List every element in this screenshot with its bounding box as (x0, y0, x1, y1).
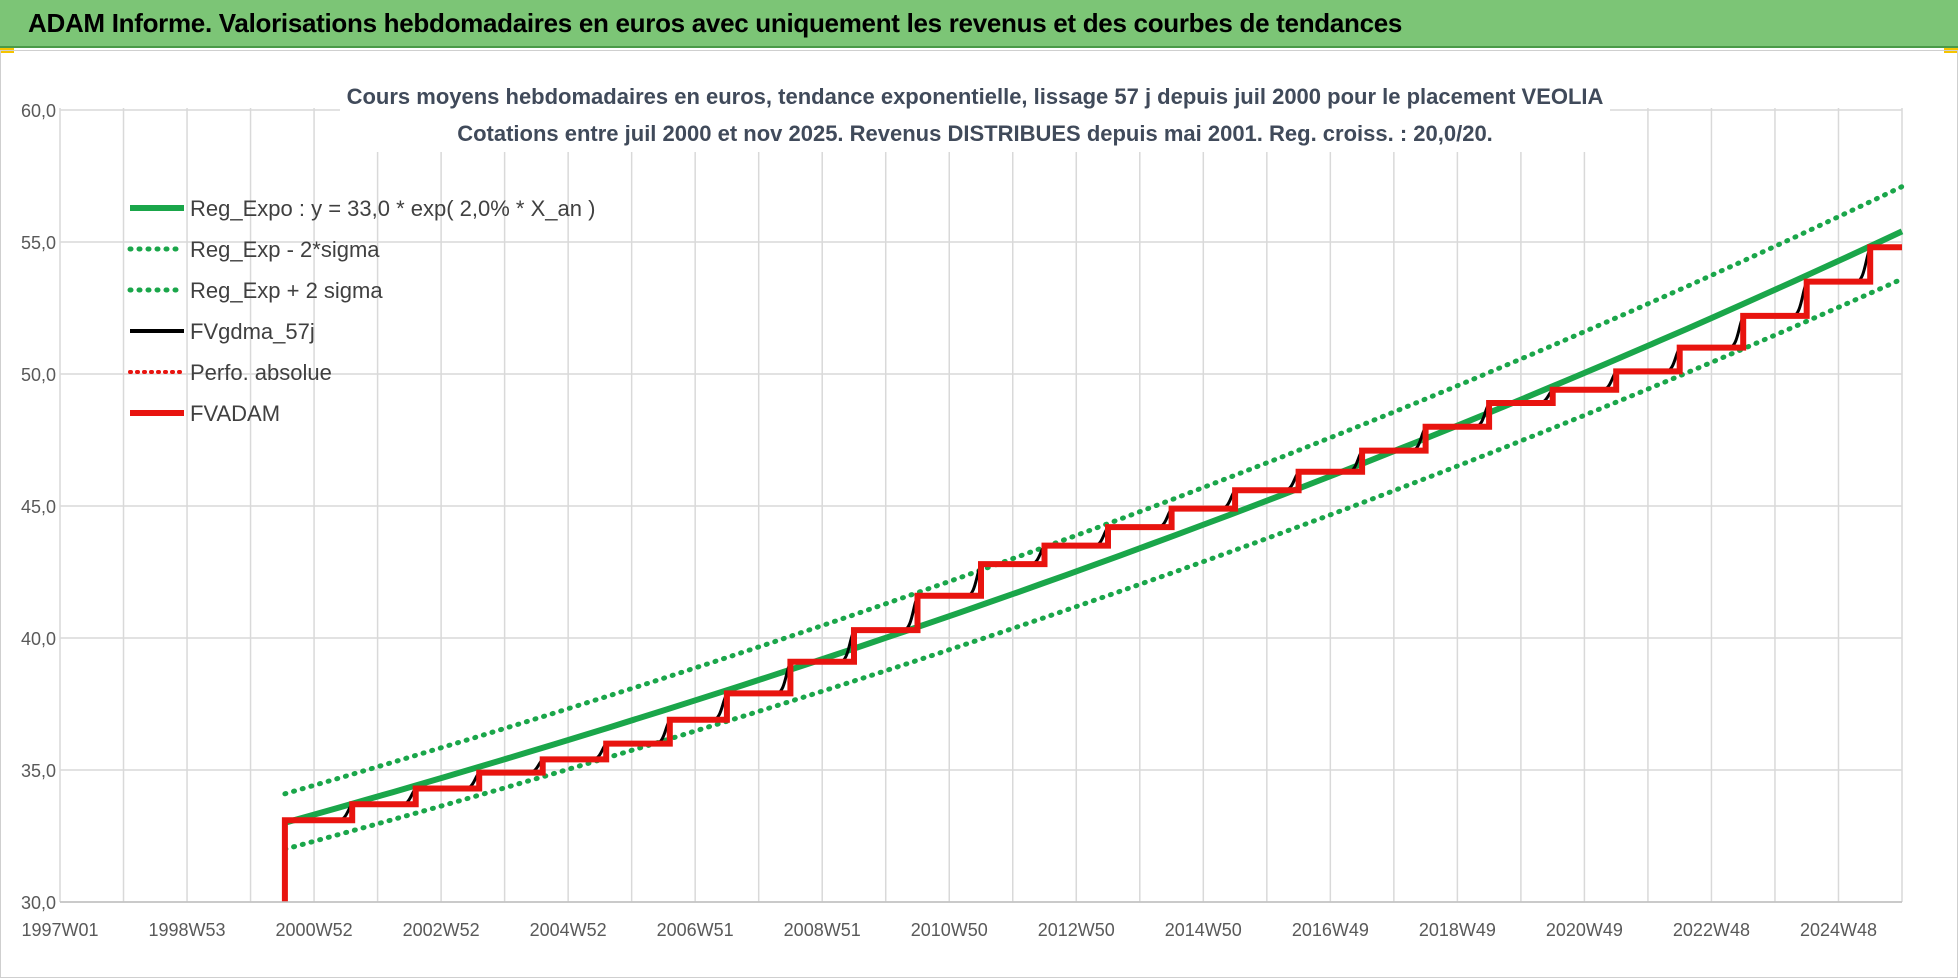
axes: 30,0 35,0 40,0 45,0 50,0 55,0 60,0 1997W01 1998W… (21, 101, 1902, 940)
x-tick-label: 1997W01 (21, 920, 98, 940)
grid (59, 108, 1903, 903)
header-banner: ADAM Informe. Valorisations hebdomadaire… (0, 0, 1958, 48)
x-tick-label: 2020W49 (1546, 920, 1623, 940)
fvadam-line (281, 244, 1902, 902)
fvgdma-57j-line (284, 245, 1902, 822)
x-tick-label: 2016W49 (1292, 920, 1369, 940)
x-tick-label: 2024W48 (1800, 920, 1877, 940)
reg-expo-line (284, 228, 1904, 826)
legend-label: Reg_Exp - 2*sigma (190, 237, 380, 262)
legend-label: Reg_Expo : y = 33,0 * exp( 2,0% * X_an ) (190, 196, 595, 221)
x-tick-label: 1998W53 (149, 920, 226, 940)
y-tick-label: 60,0 (21, 101, 56, 121)
y-tick-label: 40,0 (21, 629, 56, 649)
y-tick-label: 35,0 (21, 761, 56, 781)
legend-label: FVgdma_57j (190, 319, 315, 344)
x-tick-label: 2012W50 (1038, 920, 1115, 940)
legend: Reg_Expo : y = 33,0 * exp( 2,0% * X_an )… (127, 196, 595, 426)
x-tick-label: 2010W50 (911, 920, 988, 940)
x-tick-label: 2002W52 (403, 920, 480, 940)
x-tick-label: 2000W52 (276, 920, 353, 940)
y-tick-label: 55,0 (21, 233, 56, 253)
x-tick-label: 2004W52 (530, 920, 607, 940)
banner-title: ADAM Informe. Valorisations hebdomadaire… (28, 8, 1403, 38)
y-tick-label: 50,0 (21, 365, 56, 385)
x-tick-label: 2014W50 (1165, 920, 1242, 940)
reg-exp-minus-2sigma-line (282, 276, 1905, 852)
chart-title-line2: Cotations entre juil 2000 et nov 2025. R… (457, 121, 1493, 146)
x-tick-label: 2008W51 (784, 920, 861, 940)
x-tick-label: 2022W48 (1673, 920, 1750, 940)
legend-label: Perfo. absolue (190, 360, 332, 385)
x-tick-label: 2018W49 (1419, 920, 1496, 940)
series-layer (281, 184, 1905, 902)
y-tick-label: 30,0 (21, 893, 56, 913)
chart-title: Cours moyens hebdomadaires en euros, ten… (340, 78, 1610, 152)
title-background (340, 78, 1610, 152)
x-tick-label: 2006W51 (657, 920, 734, 940)
legend-label: FVADAM (190, 401, 280, 426)
legend-label: Reg_Exp + 2 sigma (190, 278, 383, 303)
y-tick-label: 45,0 (21, 497, 56, 517)
chart-title-line1: Cours moyens hebdomadaires en euros, ten… (347, 84, 1604, 109)
reg-exp-plus-2sigma-line (282, 184, 1905, 797)
